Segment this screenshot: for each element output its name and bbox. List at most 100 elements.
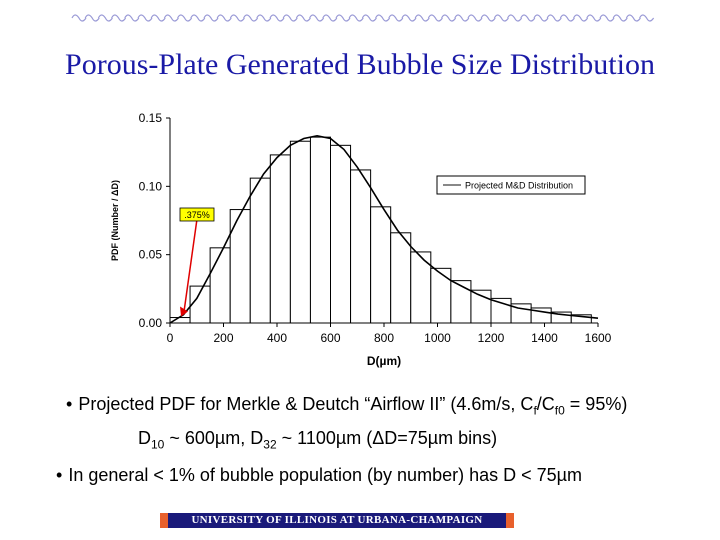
ornament-swirl [375, 14, 391, 22]
ornament-swirl [480, 14, 496, 22]
legend-label: Projected M&D Distribution [465, 181, 573, 191]
ornament-swirl [177, 14, 193, 22]
footer-banner: UNIVERSITY OF ILLINOIS AT URBANA-CHAMPAI… [160, 513, 514, 528]
annotation-label: .375% [184, 210, 210, 220]
histogram-bar [430, 267, 452, 324]
ornament-swirl [124, 14, 140, 22]
annotation-arrowhead [180, 306, 189, 317]
ornament-swirl [586, 14, 602, 22]
bullet-projected-pdf: • Projected PDF for Merkle & Deutch “Airf… [66, 394, 627, 418]
x-tick-label: 1000 [424, 331, 451, 345]
y-tick-label: 0.00 [139, 316, 163, 330]
bullet-symbol: • [66, 394, 73, 414]
bullet-1-sub-f: f [533, 403, 537, 418]
ornament-swirl [559, 14, 575, 22]
bullet-diameters: D10 ~ 600µm, D32 ~ 1100µm (ΔD=75µm bins) [138, 428, 497, 452]
ornament-swirl [111, 14, 127, 22]
ornament-swirl [361, 14, 377, 22]
ornament-swirl [467, 14, 483, 22]
ornament-swirl [546, 14, 562, 22]
x-tick-label: 800 [374, 331, 394, 345]
bullet-2-sub-10: 10 [151, 437, 165, 452]
ornament-swirl [599, 14, 615, 22]
projected-distribution-curve [169, 134, 599, 324]
y-axis-label: PDF (Number / ΔD) [110, 180, 120, 261]
x-tick-label: 200 [213, 331, 233, 345]
ornament-swirl [309, 14, 325, 22]
ornament-swirl [84, 14, 100, 22]
ornament-swirl [414, 14, 430, 22]
histogram-bar [309, 136, 331, 324]
ornament-swirl [533, 14, 549, 22]
footer-accent-right [506, 513, 514, 528]
x-tick-label: 1200 [478, 331, 505, 345]
ornament-swirl [216, 14, 232, 22]
histogram-bar [249, 177, 271, 324]
ornament-swirl [163, 14, 179, 22]
histogram-bar [330, 144, 352, 324]
histogram-bar [350, 169, 372, 324]
histogram-bar [209, 247, 231, 324]
x-tick-label: 1600 [585, 331, 612, 345]
x-tick-label: 0 [167, 331, 174, 345]
annotation-box [179, 207, 215, 222]
slide-title: Porous-Plate Generated Bubble Size Distr… [65, 48, 655, 81]
ornament-swirl [573, 14, 589, 22]
histogram-bar [390, 232, 412, 324]
ornament-swirl [203, 14, 219, 22]
ornament-swirl [507, 14, 523, 22]
histogram-bar [269, 154, 291, 324]
ornament-swirl [282, 14, 298, 22]
y-tick-label: 0.15 [139, 111, 163, 125]
ornament-swirl [348, 14, 364, 22]
bullet-1-prefix: Projected PDF for Merkle & Deutch “Airfl… [78, 394, 534, 414]
ornament-swirl [493, 14, 509, 22]
bullet-3-text: In general < 1% of bubble population (by… [68, 465, 582, 485]
x-tick-label: 1400 [531, 331, 558, 345]
ornament-swirl [639, 14, 655, 22]
bullet-symbol: • [56, 465, 63, 485]
bullet-1-sub-f0: f0 [554, 403, 565, 418]
ornament-swirl [612, 14, 628, 22]
bullet-1-suffix: = 95%) [564, 394, 628, 414]
x-tick-label: 600 [320, 331, 340, 345]
histogram-bar [450, 280, 472, 324]
ornament-swirl [625, 14, 641, 22]
ornament-swirl [229, 14, 245, 22]
bullet-2-sub-32: 32 [263, 437, 277, 452]
bullet-2-c: ~ 1100µm (ΔD=75µm bins) [276, 428, 498, 448]
header-ornament [71, 14, 655, 22]
ornament-swirl [150, 14, 166, 22]
ornament-swirl [137, 14, 153, 22]
legend-box [436, 175, 586, 195]
ornament-swirl [441, 14, 457, 22]
footer-stripe [160, 513, 514, 528]
bullet-2-b: ~ 600µm, D [164, 428, 264, 448]
ornament-swirl [388, 14, 404, 22]
ornament-swirl [322, 14, 338, 22]
histogram-bar [289, 140, 311, 324]
ornament-swirl [71, 14, 87, 22]
ornament-swirl [256, 14, 272, 22]
ornament-swirl [269, 14, 285, 22]
ornament-swirl [243, 14, 259, 22]
ornament-swirl [190, 14, 206, 22]
bubble-size-chart: 0.00 0.05 0.10 0.15 0 200 400 600 800 1000 1200 140… [110, 111, 612, 368]
y-tick-label: 0.05 [139, 248, 163, 262]
ornament-swirl [97, 14, 113, 22]
footer-text: UNIVERSITY OF ILLINOIS AT URBANA-CHAMPAI… [191, 514, 483, 526]
footer-accent-left [160, 513, 168, 528]
ornament-swirl [401, 14, 417, 22]
bullet-1-mid: /C [536, 394, 555, 414]
ornament-swirl [427, 14, 443, 22]
ornament-swirl [454, 14, 470, 22]
bullet-general: • In general < 1% of bubble population (b… [56, 465, 582, 486]
bullet-2-a: D [138, 428, 151, 448]
annotation-arrow-line [183, 218, 198, 312]
x-axis-label: D(µm) [367, 354, 401, 368]
y-tick-label: 0.10 [139, 179, 163, 193]
ornament-swirl [335, 14, 351, 22]
x-tick-label: 400 [267, 331, 287, 345]
ornament-swirl [520, 14, 536, 22]
histogram-bar [370, 206, 392, 324]
